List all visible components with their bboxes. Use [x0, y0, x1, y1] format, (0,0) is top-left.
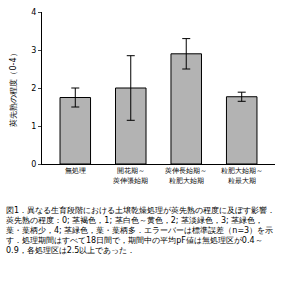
svg-text:開花期～莢伸張始期: 開花期～莢伸張始期: [113, 167, 148, 184]
html-text:莢先熟の程度：0; 茎褐色，1; 茎白色～黄色，2; 茎淡緑: 莢先熟の程度：0; 茎褐色，1; 茎白色～黄色，2; 茎淡緑色，3; 茎緑色，葉…: [6, 216, 274, 255]
svg-text:莢先熟の程度（0-4）: 莢先熟の程度（0-4）: [9, 49, 18, 126]
svg-text:莢伸長始期～粒肥大始期: 莢伸長始期～粒肥大始期: [165, 167, 207, 184]
svg-text:無処理: 無処理: [65, 167, 86, 175]
svg-text:1: 1: [31, 122, 36, 131]
html-text:図1．異なる生育段階における土壌乾燥処理が莢先熟の程度に及ぼ: 図1．異なる生育段階における土壌乾燥処理が莢先熟の程度に及ぼす影響．: [6, 206, 276, 215]
svg-text:4: 4: [31, 8, 36, 17]
svg-text:0: 0: [31, 160, 36, 169]
svg-text:2: 2: [31, 84, 36, 93]
svg-text:3: 3: [31, 46, 36, 55]
svg-text:粒肥大始期～粒最大期: 粒肥大始期～粒最大期: [221, 167, 263, 184]
